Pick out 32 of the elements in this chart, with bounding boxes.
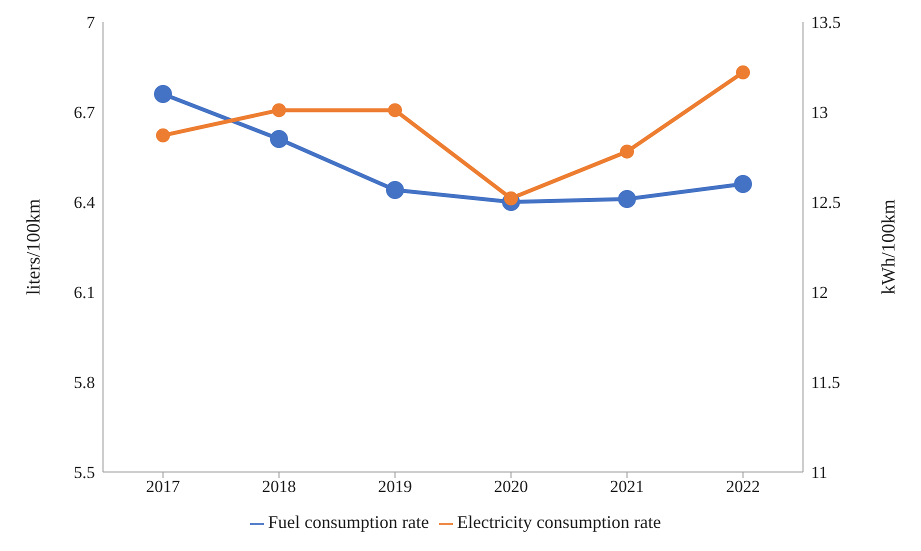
- y-tick-label: 5.8: [74, 373, 95, 392]
- y2-tick-label: 12.5: [811, 193, 841, 212]
- y-axis-title: liters/100km: [24, 198, 45, 296]
- point: [270, 130, 288, 148]
- y2-tick-label: 11.5: [811, 373, 840, 392]
- x-tick-label: 2017: [146, 477, 180, 496]
- legend-label: Fuel consumption rate: [268, 512, 430, 532]
- point: [620, 144, 634, 159]
- y2-axis-title: kWh/100km: [878, 199, 900, 294]
- y-tick-label: 7: [86, 13, 96, 32]
- y2-tick-label: 12: [811, 283, 828, 302]
- point: [618, 190, 636, 208]
- point: [736, 65, 750, 80]
- y-tick-label: 5.5: [74, 463, 95, 482]
- y2-tick-label: 11: [811, 463, 828, 482]
- x-tick-label: 2018: [262, 477, 296, 496]
- point: [386, 181, 404, 199]
- y2-tick-label: 13: [811, 103, 828, 122]
- x-tick-label: 2021: [610, 477, 644, 496]
- legend-label: Electricity consumption rate: [457, 512, 661, 532]
- point: [156, 128, 170, 142]
- y2-tick-label: 13.5: [811, 13, 841, 32]
- point: [388, 103, 402, 118]
- x-tick-label: 2020: [494, 477, 528, 496]
- y-tick-label: 6.7: [74, 103, 96, 122]
- x-tick-label: 2022: [726, 477, 760, 496]
- x-tick-label: 2019: [378, 477, 412, 496]
- y-tick-label: 6.1: [74, 283, 95, 302]
- point: [272, 103, 286, 118]
- y-tick-label: 6.4: [74, 193, 96, 212]
- point: [734, 175, 752, 193]
- point: [154, 85, 172, 103]
